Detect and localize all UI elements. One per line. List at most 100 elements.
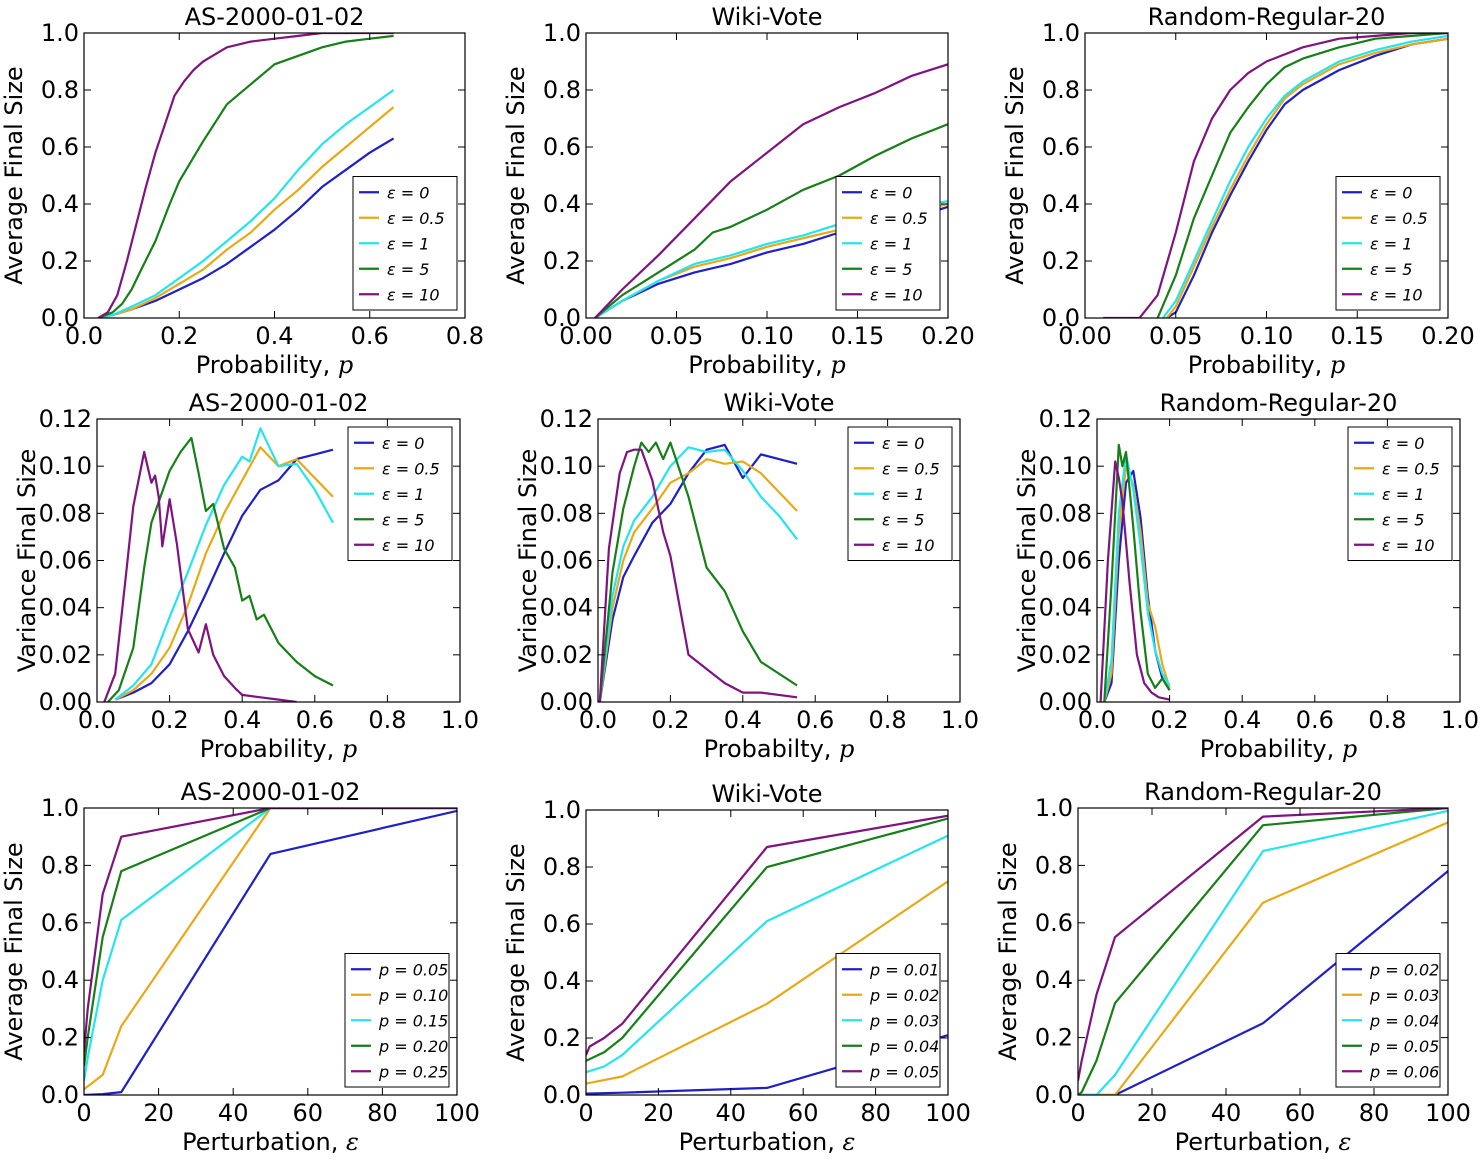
legend: ε = 0 ε = 0.5 ε = 1 ε = 5 ε = 10 [352,176,458,311]
y-tick-label: 0.04 [1039,594,1092,622]
x-tick-label: 0.0 [1078,706,1116,734]
series-line-4 [107,436,334,702]
x-tick-label: 100 [1425,1099,1471,1127]
y-tick-label: 0.12 [540,405,593,433]
x-tick-label: 40 [1211,1099,1242,1127]
x-tick-label: 0.00 [559,322,612,350]
series-line-5 [586,814,948,1056]
chart-panel-1: 0.0 0.2 0.4 0.6 0.8 0.0 0.2 0.4 0.6 0.8 1.0 AS-2000… [0,3,484,379]
series-line-3 [1103,453,1171,702]
legend-label: p = 0.01 [869,960,939,979]
x-tick-label: 20 [143,1099,174,1127]
x-tick-label: 20 [643,1099,674,1127]
y-axis-label: Average Final Size [1001,66,1029,284]
y-tick-label: 1.0 [41,794,79,822]
x-tick-label: 0.8 [869,706,907,734]
x-tick-label: 0.0 [579,706,617,734]
y-tick-label: 0.02 [540,641,593,669]
x-tick-label: 40 [716,1099,747,1127]
legend-label: ε = 10 [1382,536,1435,555]
x-tick-label: 100 [925,1099,971,1127]
x-tick-label: 0.6 [1296,706,1334,734]
series-line-5 [103,450,297,702]
x-tick-label: 0.10 [740,322,793,350]
y-tick-label: 0.08 [540,499,593,527]
x-tick-label: 20 [1137,1099,1168,1127]
legend: ε = 0 ε = 0.5 ε = 1 ε = 5 ε = 10 [1335,176,1441,311]
series-line-3 [598,446,798,702]
legend-label: p = 0.04 [1369,1011,1439,1030]
y-tick-label: 0.08 [39,499,92,527]
legend-label: ε = 0 [870,183,912,202]
plot-frame [585,809,949,1096]
y-tick-label: 0.06 [540,547,593,575]
legend-label: ε = 0.5 [882,459,940,478]
y-tick-label: 0.8 [41,76,79,104]
x-tick-label: 80 [367,1099,398,1127]
x-axis-label: Perturbation, ε [679,1128,856,1156]
x-tick-label: 80 [1359,1099,1390,1127]
series-line-4 [1156,33,1448,318]
y-tick-label: 0.2 [543,1024,581,1052]
series-line-1 [98,137,395,318]
x-axis-label: Probabilty, p [704,735,855,763]
legend-label: ε = 10 [1370,285,1423,304]
legend-label: p = 0.03 [1369,986,1439,1005]
series-line-2 [114,446,334,701]
chart-title: Wiki-Vote [723,389,834,417]
legend-label: p = 0.05 [378,960,448,979]
y-tick-label: 0.6 [543,133,581,161]
y-tick-label: 0.04 [540,594,593,622]
x-tick-label: 0.20 [1421,322,1474,350]
x-tick-label: 0.6 [351,322,389,350]
y-axis-label: Variance Final Size [13,449,41,673]
legend-label: ε = 10 [387,285,440,304]
x-tick-label: 0 [1070,1099,1085,1127]
legend-label: p = 0.20 [378,1037,448,1056]
y-tick-label: 0.12 [1039,405,1092,433]
y-tick-label: 0.2 [1035,1024,1073,1052]
series-line-5 [598,448,798,702]
y-tick-label: 0.02 [39,641,92,669]
series-line-3 [114,427,334,701]
series-line-2 [84,808,457,1091]
x-tick-label: 1.0 [441,706,479,734]
x-axis-label: Probability, p [1188,351,1346,379]
y-tick-label: 0.8 [1035,851,1073,879]
legend: p = 0.02 p = 0.03 p = 0.04 p = 0.05 p = 0.06 [1335,953,1441,1088]
x-tick-label: 0.4 [255,322,293,350]
legend-label: p = 0.03 [869,1011,939,1030]
chart-panel-3: 0.00 0.05 0.10 0.15 0.20 0.0 0.2 0.4 0.6 0.8 1.0 Ra… [1001,3,1475,379]
y-axis-label: Average Final Size [994,842,1022,1060]
y-tick-label: 0.6 [543,910,581,938]
legend-label: ε = 5 [382,510,424,529]
x-tick-label: 0 [578,1099,593,1127]
legend-label: ε = 0 [1382,434,1424,453]
series-line-2 [98,106,395,318]
series-line-5 [1099,460,1170,702]
chart-title: AS-2000-01-02 [181,778,361,806]
x-tick-label: 0.2 [651,706,689,734]
legend: p = 0.05 p = 0.10 p = 0.15 p = 0.20 p = 0.25 [344,953,450,1088]
x-axis-label: Probability, p [196,351,354,379]
series-line-3 [84,808,457,1081]
series-line-5 [84,808,457,1053]
legend-label: p = 0.15 [378,1011,448,1030]
y-tick-label: 0.0 [543,1081,581,1109]
series-line-2 [598,458,798,702]
series-line-4 [97,34,394,318]
x-tick-label: 0.4 [724,706,762,734]
chart-panel-9: 0 20 40 60 80 100 0.0 0.2 0.4 0.6 0.8 1.0 Random-Reg… [994,778,1471,1156]
legend-label: ε = 0 [882,434,924,453]
chart-title: Random-Regular-20 [1160,389,1398,417]
series-line-5 [97,33,394,318]
legend-label: ε = 10 [870,285,923,304]
x-axis-label: Perturbation, ε [1175,1128,1352,1156]
chart-title: AS-2000-01-02 [185,3,365,31]
y-axis-label: Average Final Size [502,843,530,1061]
y-tick-label: 0.2 [543,247,581,275]
series-line-4 [1103,443,1171,702]
x-tick-label: 0.6 [296,706,334,734]
y-tick-label: 0.4 [543,967,581,995]
